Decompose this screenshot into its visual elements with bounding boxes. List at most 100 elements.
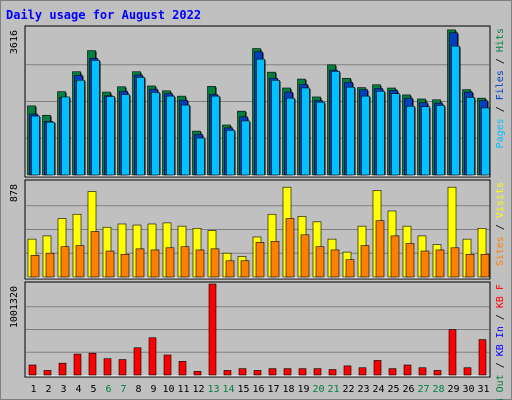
bar-pages-3 [61,96,70,176]
legend-entry: KB F [495,284,506,308]
x-tick-label: 1 [30,384,36,395]
bar-sites-22 [345,259,355,278]
legend-entry: / [495,218,506,236]
bar-sites-27 [420,250,430,278]
bar-pages-22 [346,86,355,176]
bar-kb-f-25 [388,368,397,376]
bar-pages-29 [451,45,460,176]
bar-sites-21 [330,249,340,278]
bar-sites-31 [480,253,490,278]
x-tick-label: 18 [282,384,294,395]
legend-entry: / [495,356,506,374]
bar-pages-24 [376,90,385,176]
x-tick-label: 30 [462,384,474,395]
bar-pages-21 [331,71,340,176]
bar-pages-2 [46,121,55,176]
bar-pages-9 [151,92,160,176]
bar-sites-12 [195,249,205,278]
bar-sites-14 [225,260,235,278]
x-tick-label: 4 [75,384,81,395]
bar-sites-18 [285,218,295,278]
bar-sites-1 [30,255,40,278]
bar-sites-11 [180,246,190,278]
x-tick-label: 3 [60,384,66,395]
x-tick-label: 23 [357,384,369,395]
bar-kb-f-5 [88,352,97,376]
legend-entry: Files [495,70,506,100]
bar-kb-f-8 [133,347,142,376]
bar-pages-11 [181,104,190,176]
bar-pages-17 [271,79,280,176]
bar-pages-25 [391,93,400,176]
bar-kb-f-30 [463,367,472,376]
bar-pages-10 [166,95,175,176]
bar-kb-f-10 [163,354,172,376]
legend-entry: Pages [495,118,506,148]
bar-sites-9 [150,249,160,278]
bar-pages-12 [196,137,205,176]
bar-kb-f-1 [28,364,37,376]
bar-pages-14 [226,129,235,176]
panel-middle-legend: Sites / Visits [495,182,506,266]
bar-sites-28 [435,249,445,278]
bar-sites-25 [390,235,400,278]
x-tick-label: 6 [105,384,111,395]
x-tick-label: 5 [90,384,96,395]
x-tick-label: 9 [150,384,156,395]
bar-kb-f-12 [193,371,202,376]
bar-pages-26 [406,105,415,176]
bar-kb-f-13 [208,283,217,376]
bar-sites-10 [165,247,175,278]
legend-entry: Sites [495,236,506,266]
x-tick-label: 8 [135,384,141,395]
x-tick-label: 7 [120,384,126,395]
bar-sites-5 [90,231,100,278]
bar-kb-f-2 [43,370,52,376]
bar-kb-f-15 [238,368,247,376]
bar-pages-1 [31,115,40,176]
bar-pages-19 [301,87,310,176]
legend-entry: KB Out [495,374,506,400]
bar-sites-19 [300,234,310,278]
x-tick-label: 26 [402,384,414,395]
x-tick-label: 2 [45,384,51,395]
bar-kb-f-23 [358,367,367,376]
bar-kb-f-14 [223,370,232,376]
bar-kb-f-17 [268,368,277,376]
bar-pages-13 [211,95,220,176]
bar-kb-f-3 [58,362,67,376]
bar-kb-f-11 [178,361,187,376]
x-tick-label: 16 [252,384,264,395]
panel-top-max-label: 3616 [9,30,20,54]
bar-pages-28 [436,105,445,176]
bar-sites-4 [75,245,85,278]
bar-pages-8 [136,77,145,176]
chart-title: Daily usage for August 2022 [6,8,201,22]
bar-pages-20 [316,101,325,176]
bar-pages-30 [466,97,475,176]
x-tick-label: 28 [432,384,444,395]
legend-entry: Visits [495,182,506,218]
x-tick-label: 27 [417,384,429,395]
panel-middle-max-label: 878 [9,184,20,202]
legend-entry: / [495,100,506,118]
bar-sites-20 [315,246,325,278]
bar-pages-31 [481,107,490,176]
x-tick-label: 31 [477,384,489,395]
bar-sites-13 [210,248,220,278]
legend-entry: / [495,308,506,326]
x-tick-label: 21 [327,384,339,395]
x-tick-label: 14 [222,384,234,395]
bar-kb-f-4 [73,353,82,376]
x-tick-label: 25 [387,384,399,395]
panel-top-legend: Pages / Files / Hits [495,28,506,148]
bar-sites-7 [120,253,130,278]
bar-sites-17 [270,240,280,278]
bar-sites-24 [375,220,385,278]
x-tick-label: 15 [237,384,249,395]
x-tick-label: 17 [267,384,279,395]
panel-bottom-max-label: 1001320 [9,286,20,328]
panel-bottom-legend: KB Out / KB In / KB F [495,284,506,400]
bar-pages-23 [361,95,370,176]
